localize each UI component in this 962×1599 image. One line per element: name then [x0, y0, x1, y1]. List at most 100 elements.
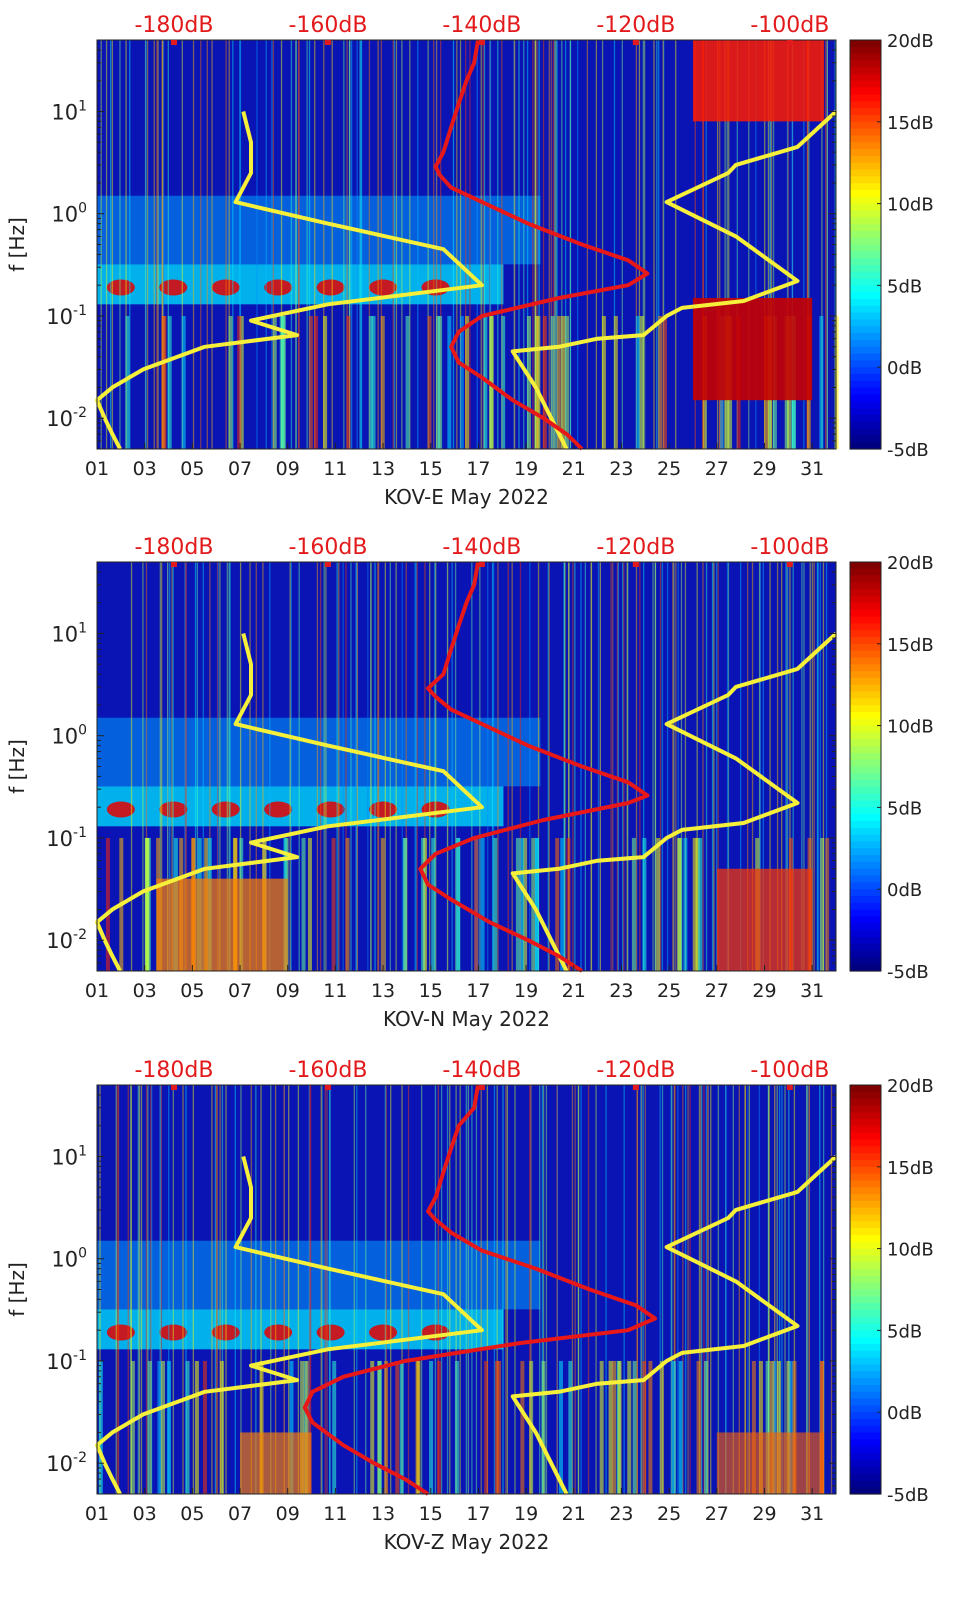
noise-streak: [395, 40, 398, 449]
colorbar-swatch: [850, 562, 881, 570]
noise-streak: [392, 40, 394, 449]
noise-streak: [325, 562, 327, 971]
noise-patch: [405, 315, 410, 449]
noise-streak: [702, 40, 704, 449]
noise-streak: [129, 40, 131, 449]
noise-streak: [493, 1085, 496, 1494]
noise-patch: [560, 837, 565, 971]
noise-streak: [367, 562, 369, 971]
x-tick-label: 15: [419, 458, 443, 480]
noise-patch: [144, 837, 149, 971]
x-tick-label: 17: [466, 1503, 490, 1525]
noise-streak: [437, 1085, 439, 1494]
noise-streak: [534, 40, 536, 449]
colorbar-swatch: [850, 278, 881, 286]
noise-streak: [536, 40, 538, 449]
x-tick-label: 21: [562, 458, 586, 480]
colorbar-swatch: [850, 271, 881, 280]
noise-patch: [601, 315, 606, 449]
hot-spot: [211, 279, 240, 296]
noise-streak: [689, 1085, 691, 1494]
noise-patch: [696, 1360, 701, 1494]
noise-streak: [786, 40, 789, 449]
noise-streak: [514, 1085, 516, 1494]
noise-streak: [740, 562, 742, 971]
y-tick-label: 10-2: [46, 1450, 87, 1476]
noise-streak: [713, 562, 715, 971]
noise-streak: [184, 562, 186, 971]
colorbar-swatch: [850, 718, 881, 727]
colorbar-swatch: [850, 1255, 881, 1263]
noise-streak: [597, 562, 600, 971]
noise-patch: [819, 1360, 824, 1494]
y-tick-label: 100: [51, 1246, 87, 1272]
noise-streak: [541, 1085, 544, 1494]
noise-streak: [821, 40, 823, 449]
noise-streak: [196, 562, 199, 971]
x-tick-label: 31: [800, 458, 824, 480]
noise-streak: [446, 1085, 449, 1494]
noise-streak: [184, 562, 186, 971]
colorbar-swatch: [850, 319, 881, 327]
noise-streak: [349, 40, 351, 449]
noise-streak: [595, 40, 598, 449]
x-tick-label: 11: [323, 458, 347, 480]
colorbar-swatch: [850, 1248, 881, 1257]
noise-streak: [732, 1085, 734, 1494]
colorbar-swatch: [850, 575, 881, 584]
top-axis-tick: [786, 562, 793, 567]
noise-streak: [552, 40, 555, 449]
noise-patch: [185, 1360, 190, 1494]
noise-streak: [601, 40, 604, 449]
colorbar-swatch: [850, 162, 881, 171]
colorbar-swatch: [850, 1228, 881, 1236]
colorbar-swatch: [850, 1269, 881, 1277]
noise-streak: [226, 562, 228, 971]
colorbar-swatch: [850, 1337, 881, 1345]
noise-streak: [159, 1085, 161, 1494]
colorbar-swatch: [850, 121, 881, 130]
colorbar-swatch: [850, 80, 881, 89]
noise-streak: [166, 562, 169, 971]
hot-spot: [264, 1324, 293, 1341]
x-tick-label: 17: [466, 980, 490, 1002]
noise-streak: [308, 1085, 310, 1494]
y-tick-label: 10-1: [46, 1348, 87, 1374]
colorbar-swatch: [850, 1350, 881, 1359]
colorbar-swatch: [850, 1316, 881, 1325]
noise-streak: [612, 562, 614, 971]
noise-streak: [216, 1085, 218, 1494]
noise-streak: [826, 40, 828, 449]
noise-patch: [438, 315, 443, 449]
noise-streak: [309, 1085, 311, 1494]
colorbar-swatch: [850, 957, 881, 965]
noise-streak: [564, 40, 567, 449]
colorbar-swatch: [850, 759, 881, 768]
noise-patch: [692, 837, 697, 971]
colorbar-swatch: [850, 408, 881, 416]
colorbar-swatch: [850, 1085, 881, 1093]
noise-patch: [765, 1360, 770, 1494]
noise-streak: [492, 562, 495, 971]
colorbar-swatch: [850, 868, 881, 877]
colorbar-swatch: [850, 916, 881, 924]
noise-streak: [809, 562, 811, 971]
noise-streak: [138, 1085, 141, 1494]
noise-streak: [767, 1085, 769, 1494]
colorbar-swatch: [850, 264, 881, 273]
noise-streak: [571, 1085, 574, 1494]
noise-streak: [788, 1085, 790, 1494]
colorbar-swatch: [850, 950, 881, 958]
colorbar-swatch: [850, 224, 881, 232]
noise-streak: [643, 40, 646, 449]
noise-streak: [147, 1085, 149, 1494]
noise-streak: [471, 1085, 473, 1494]
x-tick-label: 03: [133, 980, 157, 1002]
noise-streak: [314, 40, 316, 449]
noise-streak: [599, 562, 601, 971]
colorbar-swatch: [850, 203, 881, 212]
noise-streak: [435, 40, 438, 449]
noise-patch: [484, 1360, 489, 1494]
noise-streak: [806, 1085, 808, 1494]
hot-spot: [316, 1324, 345, 1341]
